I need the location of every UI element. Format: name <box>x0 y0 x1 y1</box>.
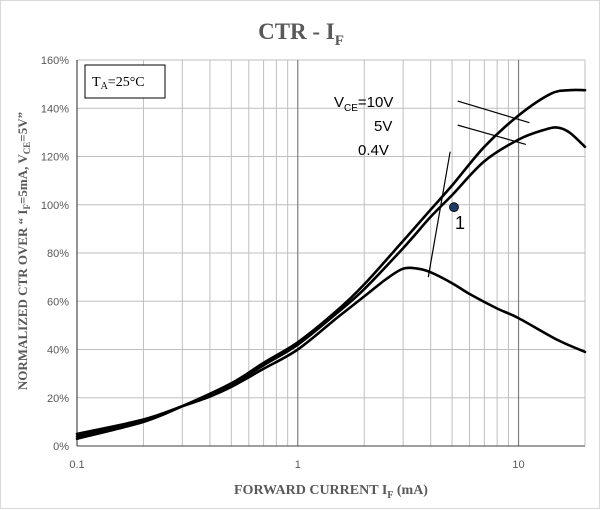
condition-sub: A <box>101 81 109 92</box>
axes <box>76 60 585 447</box>
x-tick-label-0: 0.1 <box>69 459 84 471</box>
series-label-vce10: VCE=10V <box>334 94 393 114</box>
y-tick-labels: 0% 20% 40% 60% 80% 100% 120% 140% 160% <box>41 55 69 453</box>
condition-suffix: =25°C <box>108 75 145 90</box>
leader-line-2 <box>427 151 451 278</box>
x-tick-label-1: 1 <box>295 459 301 471</box>
data-marker-label: 1 <box>455 213 465 233</box>
series-line-vce-5v <box>75 126 587 438</box>
y-axis-title: NORMALIZED CTR OVER “ IF=5mA, VCE=5V” <box>15 112 32 390</box>
data-marker-point <box>449 202 459 213</box>
y-tick-label-7: 140% <box>41 103 69 115</box>
series-label-5v: 5V <box>374 118 392 135</box>
y-tick-label-0: 0% <box>53 441 69 453</box>
data-marker-group: 1 <box>449 202 465 233</box>
condition-label: TA=25°C <box>92 75 145 92</box>
y-tick-label-4: 80% <box>47 248 69 260</box>
y-tick-label-5: 100% <box>41 200 69 212</box>
y-axis-title-sub2: CE <box>22 142 32 155</box>
x-axis-title: FORWARD CURRENT IF (mA) <box>234 483 428 501</box>
chart-title-main: CTR - I <box>258 19 335 44</box>
leader-line-1 <box>457 124 527 146</box>
x-axis-title-main: FORWARD CURRENT I <box>234 483 387 498</box>
y-tick-label-2: 40% <box>47 345 69 357</box>
x-axis-title-unit: (mA) <box>393 483 428 498</box>
y-tick-label-3: 60% <box>47 296 69 308</box>
condition-box <box>84 64 166 99</box>
leader-line-0 <box>457 100 530 124</box>
y-axis-title-prefix: NORMALIZED CTR OVER “ I <box>15 210 30 391</box>
leader-lines <box>427 100 530 278</box>
y-tick-label-1: 20% <box>47 393 69 405</box>
x-axis-title-sub: F <box>387 490 393 501</box>
chart-title: CTR - IF <box>258 19 344 49</box>
y-axis-title-suffix: =5V” <box>15 112 30 142</box>
x-tick-label-2: 10 <box>512 459 524 471</box>
series-line-vce-0-4v <box>75 266 587 436</box>
x-tick-labels: 0.1 1 10 <box>69 459 524 471</box>
series-label-vce10-prefix: V <box>334 94 344 111</box>
y-tick-label-8: 160% <box>41 55 69 67</box>
y-axis-title-sub1: F <box>22 204 32 210</box>
series-label-0-4v: 0.4V <box>358 142 389 159</box>
series-curves <box>75 88 587 441</box>
y-tick-label-6: 120% <box>41 152 69 164</box>
y-axis-title-mid: =5mA, V <box>15 154 30 204</box>
series-label-vce10-sub: CE <box>344 103 358 114</box>
condition-prefix: T <box>92 75 101 90</box>
chart-title-sub: F <box>335 33 344 49</box>
series-label-vce10-value: =10V <box>358 94 393 111</box>
